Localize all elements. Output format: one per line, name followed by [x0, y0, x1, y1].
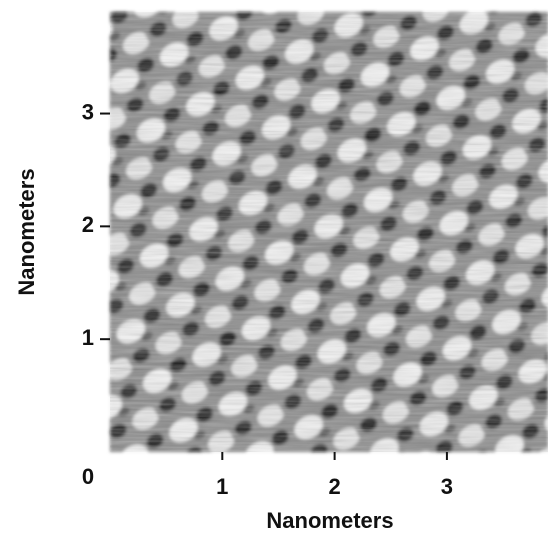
x-tick-label: 3	[441, 474, 453, 499]
x-axis-label: Nanometers	[266, 508, 393, 533]
y-tick-label: 1	[82, 325, 94, 350]
x-tick-label: 0	[82, 464, 94, 489]
y-tick-label: 2	[82, 212, 94, 237]
y-tick-label: 3	[82, 99, 94, 124]
x-tick-label: 1	[216, 474, 228, 499]
x-tick-label: 2	[328, 474, 340, 499]
y-axis-label: Nanometers	[14, 168, 39, 295]
axes: 0 1 2 3 1 2 3	[82, 99, 453, 498]
stm-image	[110, 12, 548, 452]
